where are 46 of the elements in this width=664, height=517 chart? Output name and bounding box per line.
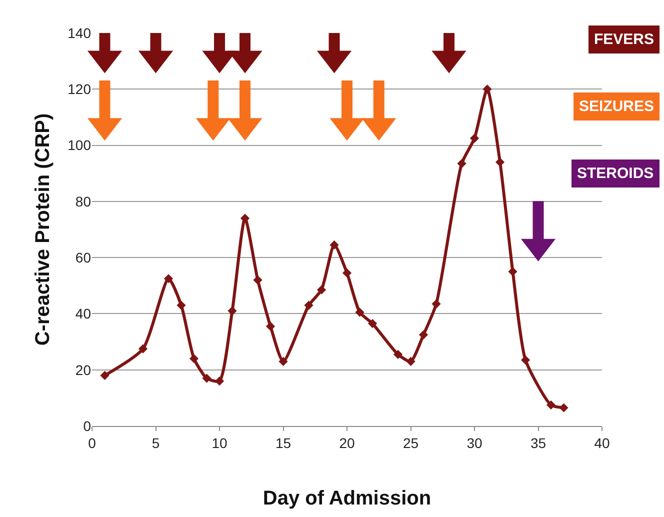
y-tick-label: 120 bbox=[68, 81, 92, 98]
point bbox=[176, 300, 186, 310]
point bbox=[189, 354, 199, 364]
y-tick-label: 80 bbox=[75, 193, 92, 210]
x-tick-label: 5 bbox=[152, 434, 160, 451]
point bbox=[406, 356, 416, 366]
point bbox=[393, 350, 403, 359]
text: SEIZURES bbox=[579, 98, 654, 115]
point bbox=[355, 308, 364, 317]
point bbox=[164, 274, 174, 284]
x-tick-label: 10 bbox=[212, 434, 228, 451]
point bbox=[214, 376, 224, 386]
point bbox=[138, 344, 148, 354]
y-tick-label: 0 bbox=[83, 418, 92, 434]
x-tick-label: 35 bbox=[530, 434, 546, 451]
point bbox=[418, 330, 428, 340]
y-tick-label: 20 bbox=[75, 362, 92, 378]
x-tick-label: 25 bbox=[402, 434, 419, 451]
text: STEROIDS bbox=[577, 165, 654, 182]
point bbox=[520, 355, 530, 365]
text: FEVERS bbox=[594, 31, 654, 48]
point bbox=[368, 318, 378, 328]
point bbox=[266, 322, 276, 331]
x-tick-label: 15 bbox=[275, 434, 292, 451]
point bbox=[228, 306, 237, 316]
x-axis-title: Day of Admission bbox=[262, 487, 432, 510]
point bbox=[559, 403, 568, 412]
point bbox=[316, 285, 326, 294]
point bbox=[330, 240, 339, 250]
y-tick-label: 100 bbox=[68, 137, 92, 154]
x-tick-label: 40 bbox=[594, 434, 610, 451]
y-tick-label: 40 bbox=[75, 306, 92, 322]
y-tick-label: 140 bbox=[68, 24, 92, 41]
y-axis-title: C-reactive Protein (CRP) bbox=[32, 113, 54, 346]
point bbox=[546, 400, 556, 410]
x-tick-label: 20 bbox=[339, 434, 355, 451]
point bbox=[100, 370, 110, 380]
point bbox=[278, 356, 288, 366]
point bbox=[342, 268, 352, 278]
y-tick-label: 60 bbox=[75, 249, 92, 266]
point bbox=[253, 275, 262, 285]
x-tick-label: 30 bbox=[466, 434, 482, 451]
point bbox=[432, 299, 441, 308]
point bbox=[304, 300, 314, 310]
point bbox=[202, 374, 212, 383]
point bbox=[508, 267, 518, 276]
